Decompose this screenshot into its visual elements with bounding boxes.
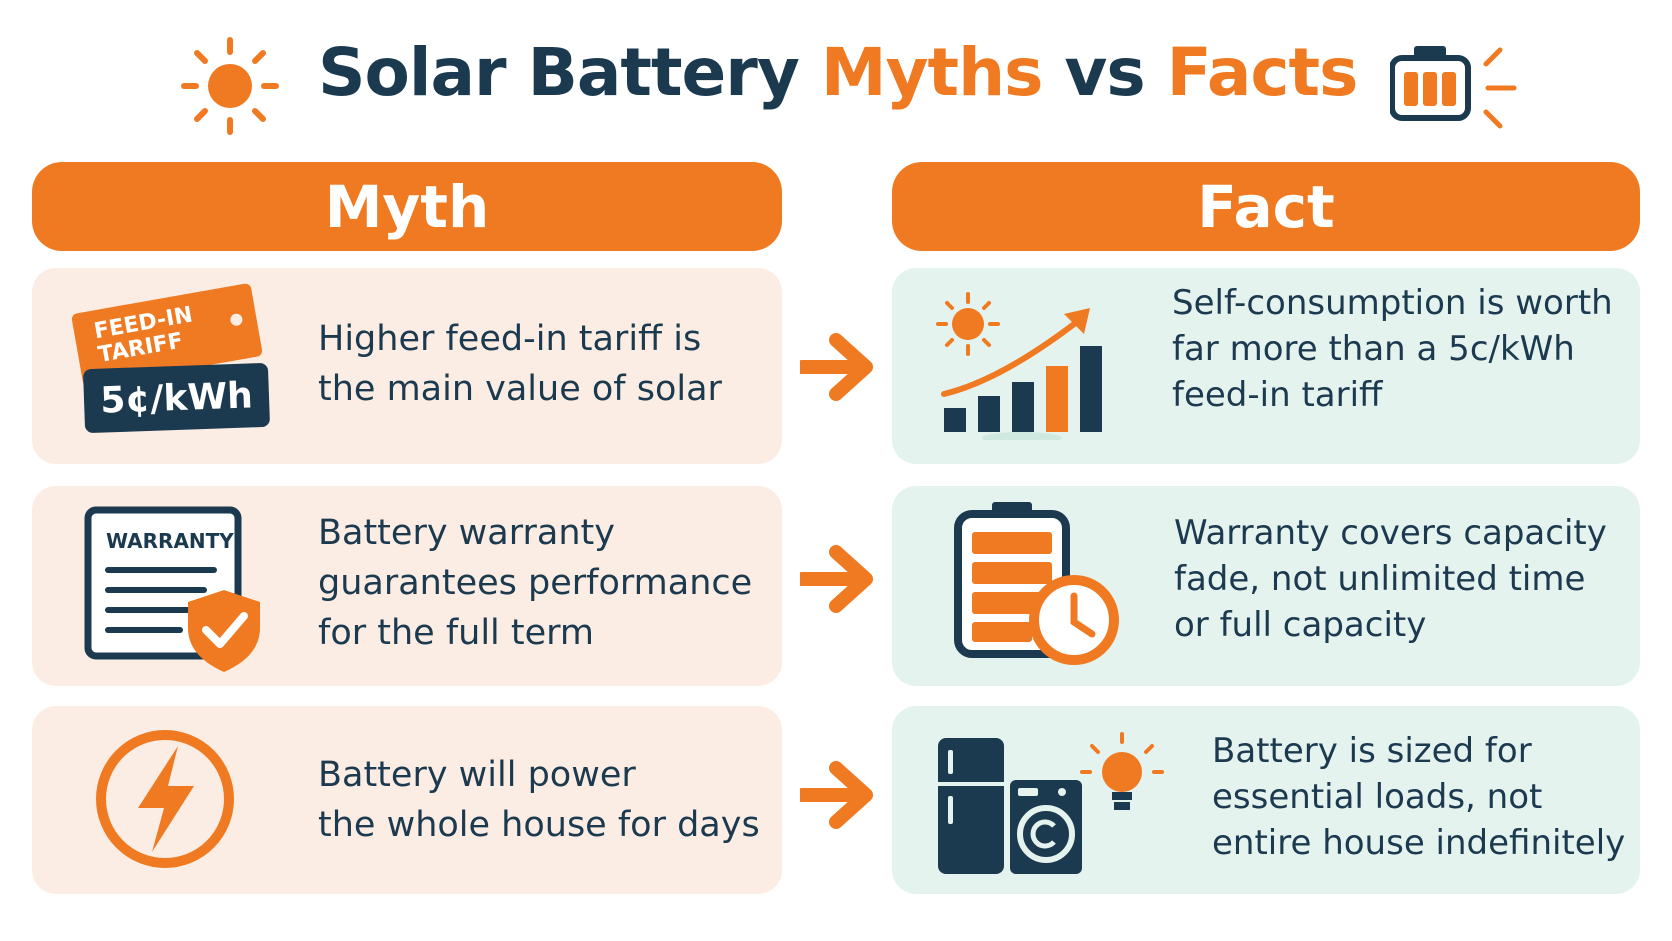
appliances-icon <box>938 732 1164 874</box>
fact-card-2: Warranty covers capacity fade, not unlim… <box>892 486 1640 686</box>
title-part-1: Solar Battery <box>318 34 800 111</box>
arrow-right-icon <box>800 761 873 829</box>
myth-text-3: Battery will power the whole house for d… <box>318 755 760 845</box>
tag-price: 5¢/kWh <box>82 362 271 434</box>
title-row: Solar Battery Myths vs Facts <box>0 26 1672 136</box>
myth-text-2: Battery warranty guarantees performance … <box>318 513 753 653</box>
battery-clock-icon <box>954 502 1119 665</box>
tag-top-text: FEED-IN TARIFF <box>92 302 195 369</box>
arrow-right-icon <box>800 545 873 613</box>
fact-card-1: Self-consumption is worth far more than … <box>892 268 1640 464</box>
myth-card-3: Battery will power the whole house for d… <box>32 706 782 894</box>
fact-text-1: Self-consumption is worth far more than … <box>1172 283 1613 415</box>
fact-card-3: Battery is sized for essential loads, no… <box>892 706 1640 894</box>
fact-header: Fact <box>892 162 1640 251</box>
sun-icon <box>181 37 279 135</box>
myth-header: Myth <box>32 162 782 251</box>
myth-text-1: Higher feed-in tariff is the main value … <box>318 319 722 409</box>
title-part-4: Facts <box>1166 34 1359 111</box>
title-part-2: Myths <box>820 34 1044 111</box>
lightning-icon <box>96 730 234 868</box>
title-part-3: vs <box>1064 34 1145 111</box>
arrow-right-icon <box>800 333 873 401</box>
warranty-label: WARRANTY <box>106 529 234 553</box>
fact-text-2: Warranty covers capacity fade, not unlim… <box>1174 513 1607 645</box>
myth-card-2: WARRANTY Battery warranty guarantees per… <box>32 486 782 686</box>
growth-chart-icon <box>936 292 1102 440</box>
warranty-document-icon: WARRANTY <box>84 506 260 672</box>
myth-card-1: FEED-IN TARIFF 5¢/kWh Higher feed-in tar… <box>32 268 782 464</box>
battery-icon <box>1390 46 1517 129</box>
page-title: Solar Battery Myths vs Facts <box>318 40 1358 106</box>
fact-text-3: Battery is sized for essential loads, no… <box>1212 731 1626 863</box>
